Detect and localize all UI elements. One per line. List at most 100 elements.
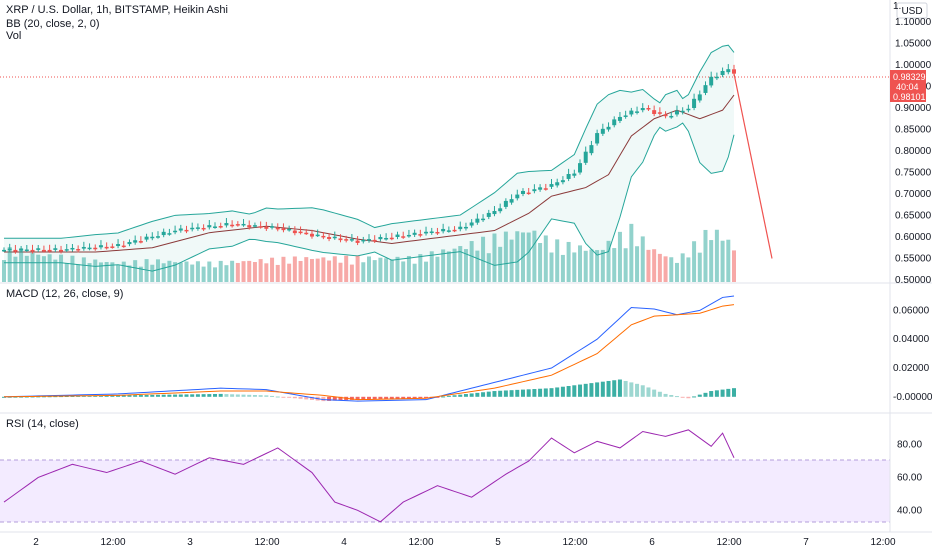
volume-bar: [24, 255, 29, 282]
volume-bar: [173, 262, 178, 282]
volume-bar: [361, 262, 366, 282]
macd-histogram-bar: [150, 394, 155, 397]
candle-body: [349, 239, 354, 241]
volume-bar: [298, 260, 303, 282]
candle-body: [241, 223, 246, 226]
macd-indicator-label[interactable]: MACD (12, 26, close, 9): [6, 288, 123, 300]
time-tick: 2: [33, 537, 39, 548]
volume-bar: [224, 265, 229, 282]
volume-bar: [367, 256, 371, 282]
macd-histogram-bar: [635, 383, 640, 397]
macd-histogram-bar: [669, 395, 674, 397]
rsi-line: [3, 429, 735, 523]
candle-body: [703, 85, 708, 93]
candle-body: [264, 226, 269, 229]
candle-body: [287, 228, 292, 231]
rsi-indicator-label[interactable]: RSI (14, close): [6, 418, 79, 430]
candle-body: [2, 249, 6, 252]
candle-body: [144, 236, 149, 240]
macd-histogram-bar: [709, 391, 714, 397]
macd-histogram-bar: [543, 388, 548, 397]
candle-body: [76, 249, 81, 251]
candle-body: [7, 248, 12, 251]
macd-histogram-bar: [515, 389, 520, 397]
candle-body: [292, 230, 297, 234]
macd-histogram-bar: [275, 396, 280, 398]
volume-bar: [692, 241, 697, 282]
price-tick: 0.55000: [895, 254, 932, 265]
candlesticks[interactable]: [2, 64, 736, 254]
candle-body: [441, 228, 446, 232]
volume-bar: [674, 262, 679, 282]
candle-body: [173, 230, 178, 233]
candle-body: [235, 224, 240, 226]
volume-bar: [389, 259, 394, 282]
volume-bar: [235, 262, 240, 282]
macd-histogram-bar: [617, 379, 622, 397]
previous-close-value: 0.98101: [893, 92, 926, 102]
macd-histogram-bar: [133, 395, 138, 397]
candle-body: [555, 182, 560, 186]
macd-histogram-bar: [503, 390, 508, 397]
candle-body: [304, 232, 309, 235]
time-tick: 12:00: [100, 537, 125, 548]
volume-bar: [304, 257, 309, 282]
volume-bar: [720, 240, 725, 282]
volume-bar: [19, 247, 24, 282]
volume-bar: [287, 263, 292, 282]
candle-body: [418, 234, 423, 236]
bb-fill: [4, 45, 734, 272]
time-tick: 4: [341, 537, 347, 548]
macd-histogram-bar: [600, 381, 605, 397]
candle-body: [406, 234, 411, 237]
macd-histogram-bar: [520, 389, 525, 397]
volume-bar: [70, 255, 75, 282]
candle-body: [53, 248, 58, 250]
candle-body: [560, 180, 565, 183]
price-tick: 0.75000: [895, 168, 932, 179]
macd-histogram-bar: [298, 396, 303, 399]
candle-body: [338, 238, 343, 241]
volume-bar: [475, 250, 480, 282]
candle-body: [674, 110, 679, 115]
candle-body: [98, 245, 103, 248]
rsi-axis: 80.00 60.00 40.00: [897, 440, 922, 517]
macd-histogram-bar: [395, 396, 400, 399]
time-tick: 12:00: [408, 537, 433, 548]
candle-body: [646, 108, 651, 110]
volume-bar: [532, 230, 537, 282]
candle-body: [252, 225, 257, 227]
candle-body: [87, 247, 92, 250]
volume-indicator-label[interactable]: Vol: [6, 30, 21, 42]
candle-body: [600, 128, 605, 134]
bb-indicator-label[interactable]: BB (20, close, 2, 0): [6, 18, 100, 30]
volume-bar: [589, 249, 594, 282]
drawn-trend-line[interactable]: [733, 73, 773, 259]
volume-bar: [498, 246, 503, 282]
volume-bar: [121, 261, 126, 282]
volume-bar: [640, 236, 645, 282]
candle-body: [19, 248, 24, 251]
macd-histogram-bar: [201, 394, 206, 397]
volume-bar: [549, 252, 554, 282]
macd-histogram-bar: [213, 394, 218, 397]
time-axis[interactable]: 2 12:00 3 12:00 4 12:00 5 12:00 6 12:00 7 12:00: [33, 537, 896, 548]
candle-body: [412, 232, 417, 235]
macd-histogram-bar: [161, 394, 166, 397]
volume-bar: [36, 254, 41, 282]
macd-histogram-bar: [652, 389, 657, 397]
macd-histogram-bar: [167, 394, 172, 397]
macd-histogram-bar: [623, 380, 628, 397]
macd-histogram-bar: [686, 396, 691, 399]
volume-bar: [7, 247, 12, 282]
macd-histogram-bar: [697, 394, 702, 397]
macd-histogram-bar: [367, 396, 371, 400]
currency-badge[interactable]: [896, 2, 928, 19]
volume-bar: [81, 257, 86, 282]
volume-bar: [538, 243, 543, 282]
macd-histogram-bar: [230, 394, 235, 397]
macd-histogram-bar: [424, 396, 429, 399]
macd-histogram-bar: [452, 395, 457, 397]
macd-histogram-bar: [327, 396, 332, 401]
